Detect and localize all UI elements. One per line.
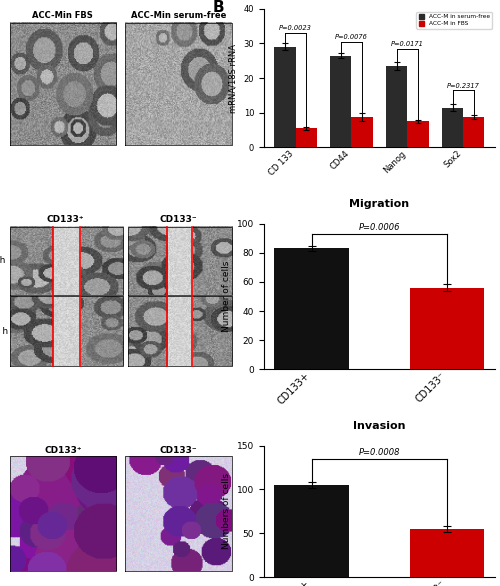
Bar xyxy=(386,66,407,148)
Bar xyxy=(274,248,349,369)
Text: P=0.2317: P=0.2317 xyxy=(447,83,480,88)
Text: CD133⁺: CD133⁺ xyxy=(46,216,84,224)
Bar xyxy=(296,128,317,148)
Text: P=0.0171: P=0.0171 xyxy=(391,41,424,47)
Bar xyxy=(408,121,428,148)
Y-axis label: mRNA/18S rRNA: mRNA/18S rRNA xyxy=(229,43,238,113)
Title: Migration: Migration xyxy=(350,199,410,209)
Title: Invasion: Invasion xyxy=(353,421,406,431)
Text: P=0.0008: P=0.0008 xyxy=(358,448,400,457)
Text: B: B xyxy=(213,1,224,15)
Y-axis label: Number of cells: Number of cells xyxy=(222,261,232,332)
Text: P=0.0023: P=0.0023 xyxy=(279,25,312,31)
Bar xyxy=(410,529,484,577)
Bar xyxy=(352,117,372,148)
Text: ACC-Min serum-free: ACC-Min serum-free xyxy=(130,11,226,21)
Text: P=0.0076: P=0.0076 xyxy=(335,34,368,40)
Bar xyxy=(330,56,351,148)
Y-axis label: Numbers of cells: Numbers of cells xyxy=(222,473,232,549)
Bar xyxy=(442,108,464,148)
Bar xyxy=(274,47,295,148)
Text: ACC-Min FBS: ACC-Min FBS xyxy=(32,11,93,21)
Bar xyxy=(410,288,484,369)
Text: CD133⁺: CD133⁺ xyxy=(44,445,82,455)
Text: 0 h: 0 h xyxy=(0,255,6,264)
Bar xyxy=(274,485,349,577)
Legend: ACC-M in serum-free, ACC-M in FBS: ACC-M in serum-free, ACC-M in FBS xyxy=(416,12,492,29)
Text: CD133⁻: CD133⁻ xyxy=(160,216,197,224)
Text: CD133⁻: CD133⁻ xyxy=(160,445,197,455)
Bar xyxy=(464,117,484,148)
Text: 18 h: 18 h xyxy=(0,327,8,336)
Text: P=0.0006: P=0.0006 xyxy=(358,223,400,233)
